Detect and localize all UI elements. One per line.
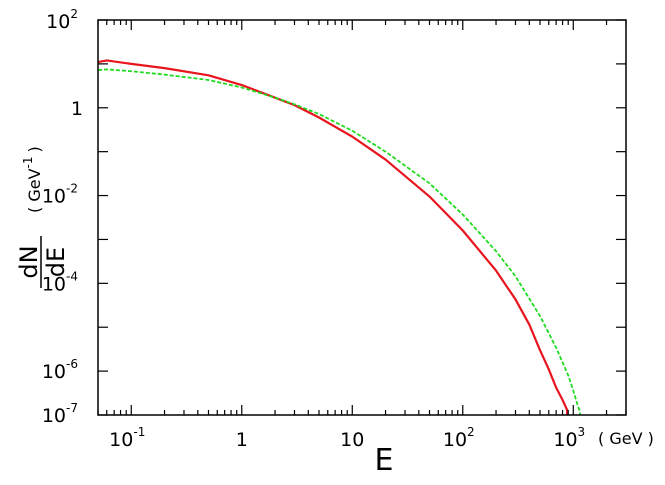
plot-frame: [97, 19, 627, 416]
y-tick-label-4: 1: [71, 98, 83, 120]
y-tick-labels: 10-7 10-6 10-4 10-2 1 102: [42, 7, 83, 427]
x-tick-label-0: 10-1: [109, 425, 145, 451]
series-1-line: [98, 68, 581, 415]
tick-marks: [97, 19, 627, 416]
x-axis-unit: ( GeV ): [598, 429, 654, 448]
x-tick-label-3: 102: [443, 425, 475, 451]
y-axis-unit: ( GeV-1): [21, 146, 44, 213]
y-axis-title-denominator: dE: [42, 247, 70, 277]
x-tick-label-1: 1: [236, 429, 248, 451]
y-tick-label-0: 10-7: [42, 401, 78, 427]
x-tick-label-4: 103: [553, 425, 585, 451]
curves: [98, 59, 581, 415]
y-tick-label-5: 102: [46, 7, 78, 33]
x-axis-title: E: [375, 443, 394, 478]
y-tick-label-1: 10-6: [42, 357, 78, 383]
series-0-line: [98, 59, 569, 415]
y-axis-title: dN dE ( GeV-1): [15, 146, 70, 288]
x-tick-labels: 10-1 1 10 102 103: [109, 425, 585, 451]
x-tick-label-2: 10: [340, 429, 364, 451]
y-tick-label-3: 10-2: [42, 182, 78, 208]
y-tick-label-2: 10-4: [42, 269, 78, 295]
plot-area: 10-1 1 10 102 103 10-7 10-6 10-4 10-2 1 102: [42, 7, 627, 451]
y-axis-title-numerator: dN: [15, 245, 43, 278]
